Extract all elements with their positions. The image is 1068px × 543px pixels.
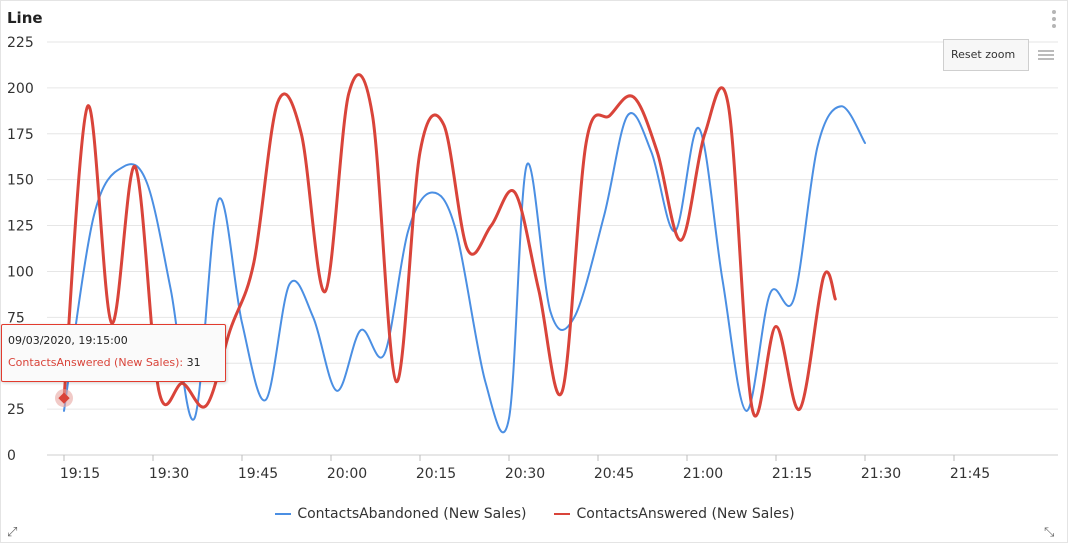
x-tick-label: 19:30 [149,466,189,482]
legend-item-answered[interactable]: ContactsAnswered (New Sales) [554,506,795,522]
reset-zoom-label: Reset zoom [951,48,1016,61]
data-tooltip: 09/03/2020, 19:15:00 ContactsAnswered (N… [1,324,226,382]
tooltip-date: 09/03/2020, 19:15:00 [8,334,128,347]
tooltip-series-name: ContactsAnswered (New Sales) [8,356,180,369]
x-tick-label: 19:15 [60,466,100,482]
x-tick-label: 20:30 [505,466,545,482]
x-tick-label: 20:45 [594,466,634,482]
x-tick-label: 21:15 [772,466,812,482]
tooltip-separator: : [179,356,184,369]
y-tick-label: 25 [7,402,25,418]
x-tick-label: 19:45 [238,466,278,482]
legend-label-answered: ContactsAnswered (New Sales) [576,506,795,522]
chart-title: Line [7,9,43,27]
resize-diagonal-icon[interactable]: ⤢ [7,525,18,540]
chart-legend: ContactsAbandoned (New Sales) ContactsAn… [1,506,1068,522]
legend-swatch-answered [554,513,571,515]
x-tick-label: 21:30 [861,466,901,482]
y-tick-label: 175 [7,127,34,143]
y-tick-label: 150 [7,173,34,189]
tooltip-value: 31 [186,356,201,369]
x-tick-label: 20:15 [416,466,456,482]
x-tick-label: 20:00 [327,466,367,482]
y-tick-label: 200 [7,81,34,97]
x-tick-label: 21:45 [950,466,990,482]
vertical-ellipsis-icon[interactable] [1050,10,1058,28]
legend-label-abandoned: ContactsAbandoned (New Sales) [297,506,527,522]
y-tick-label: 100 [7,264,34,280]
series-line-contacts-answered [62,73,837,418]
y-tick-label: 125 [7,219,34,235]
reset-zoom-button[interactable]: Reset zoom [943,39,1029,71]
hamburger-menu-icon[interactable] [1038,50,1054,60]
resize-diagonal-icon[interactable]: ⤡ [1044,525,1055,540]
y-tick-label: 225 [7,35,34,51]
y-tick-label: 75 [7,310,25,326]
legend-item-abandoned[interactable]: ContactsAbandoned (New Sales) [275,506,526,522]
x-tick-label: 21:00 [683,466,723,482]
legend-swatch-abandoned [275,513,292,515]
y-tick-label: 0 [7,448,16,464]
